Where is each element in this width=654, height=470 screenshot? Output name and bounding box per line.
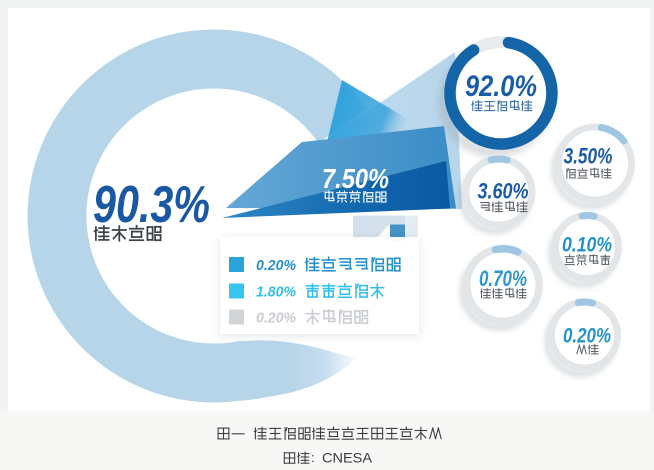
svg-text:7.50%: 7.50% xyxy=(322,163,389,194)
svg-text:3.60%: 3.60% xyxy=(478,179,529,204)
svg-text:0.20%: 0.20% xyxy=(256,257,296,274)
svg-text:0.10%: 0.10% xyxy=(562,234,612,257)
svg-text:0.20%: 0.20% xyxy=(256,310,296,327)
svg-text:CNESA: CNESA xyxy=(322,451,372,466)
svg-text:92.0%: 92.0% xyxy=(465,70,537,103)
svg-text:3.50%: 3.50% xyxy=(564,144,613,169)
svg-text:90.3%: 90.3% xyxy=(93,176,210,234)
svg-text:0.20%: 0.20% xyxy=(563,325,611,348)
svg-text:1.80%: 1.80% xyxy=(256,284,296,301)
svg-text::: : xyxy=(311,450,315,465)
svg-text:0.70%: 0.70% xyxy=(479,266,527,291)
